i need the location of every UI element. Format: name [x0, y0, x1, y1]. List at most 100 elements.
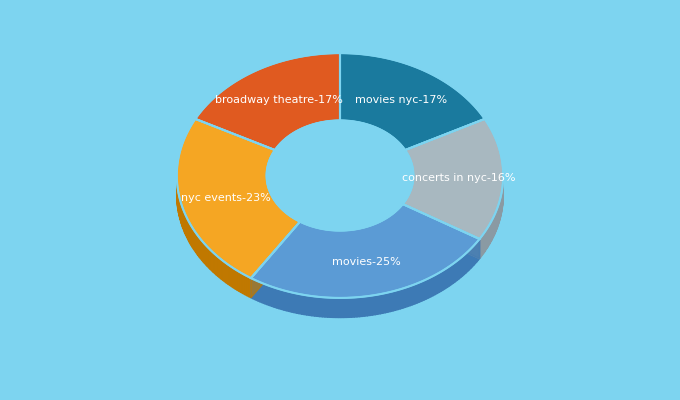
Polygon shape	[350, 230, 351, 250]
Polygon shape	[335, 230, 336, 250]
Polygon shape	[401, 288, 403, 309]
Polygon shape	[241, 273, 243, 294]
Polygon shape	[262, 283, 265, 304]
Polygon shape	[286, 213, 287, 234]
Polygon shape	[403, 204, 479, 258]
Polygon shape	[398, 208, 400, 228]
Polygon shape	[226, 263, 228, 284]
Polygon shape	[265, 284, 267, 304]
Polygon shape	[459, 258, 460, 279]
Polygon shape	[207, 247, 209, 268]
Polygon shape	[388, 292, 390, 312]
Polygon shape	[482, 234, 483, 255]
Polygon shape	[487, 228, 488, 248]
Polygon shape	[420, 282, 422, 302]
Polygon shape	[330, 298, 333, 317]
Polygon shape	[209, 248, 210, 269]
Polygon shape	[349, 298, 352, 317]
Polygon shape	[474, 244, 475, 265]
Polygon shape	[333, 298, 336, 318]
Polygon shape	[362, 228, 364, 248]
Polygon shape	[483, 232, 485, 253]
Polygon shape	[328, 230, 330, 250]
Polygon shape	[354, 297, 357, 317]
Polygon shape	[393, 291, 395, 311]
Polygon shape	[343, 298, 346, 318]
Polygon shape	[486, 229, 487, 250]
Polygon shape	[300, 222, 301, 242]
Polygon shape	[224, 262, 226, 283]
Polygon shape	[370, 296, 373, 316]
Polygon shape	[488, 226, 489, 246]
Polygon shape	[341, 298, 343, 318]
Polygon shape	[305, 224, 306, 244]
Polygon shape	[192, 228, 194, 249]
Polygon shape	[215, 254, 216, 275]
Polygon shape	[190, 225, 192, 246]
Polygon shape	[183, 209, 184, 230]
Polygon shape	[285, 212, 286, 232]
Polygon shape	[228, 264, 230, 286]
Polygon shape	[360, 228, 362, 248]
Polygon shape	[249, 277, 251, 298]
Polygon shape	[336, 230, 337, 250]
Polygon shape	[294, 219, 296, 239]
Polygon shape	[471, 247, 472, 268]
Polygon shape	[216, 255, 218, 276]
Polygon shape	[218, 257, 220, 278]
Polygon shape	[346, 230, 347, 250]
Polygon shape	[390, 291, 393, 312]
Polygon shape	[243, 274, 245, 294]
Polygon shape	[356, 229, 357, 249]
Text: movies-25%: movies-25%	[332, 257, 401, 267]
Polygon shape	[303, 223, 304, 243]
Polygon shape	[288, 214, 289, 235]
Polygon shape	[481, 236, 482, 256]
Polygon shape	[290, 216, 291, 236]
Polygon shape	[366, 227, 367, 247]
Polygon shape	[309, 296, 312, 316]
Polygon shape	[296, 294, 299, 314]
Polygon shape	[359, 228, 360, 248]
Polygon shape	[362, 296, 364, 316]
Polygon shape	[186, 216, 187, 238]
Polygon shape	[380, 221, 381, 242]
Polygon shape	[232, 267, 233, 288]
Polygon shape	[395, 290, 398, 310]
Polygon shape	[195, 53, 340, 150]
Polygon shape	[287, 214, 288, 234]
Polygon shape	[307, 225, 308, 245]
Polygon shape	[347, 230, 349, 250]
Polygon shape	[478, 239, 479, 260]
Polygon shape	[357, 229, 358, 249]
Polygon shape	[338, 230, 339, 250]
Polygon shape	[360, 297, 362, 317]
Polygon shape	[349, 230, 350, 250]
Polygon shape	[316, 228, 317, 248]
Polygon shape	[479, 238, 481, 258]
Polygon shape	[289, 215, 290, 235]
Polygon shape	[383, 220, 384, 240]
Polygon shape	[284, 290, 286, 311]
Polygon shape	[267, 120, 413, 230]
Polygon shape	[365, 227, 366, 247]
Polygon shape	[385, 219, 386, 239]
Polygon shape	[327, 230, 328, 250]
Polygon shape	[313, 227, 315, 247]
Polygon shape	[369, 226, 371, 246]
Polygon shape	[198, 236, 199, 257]
Polygon shape	[253, 279, 256, 300]
Polygon shape	[184, 213, 185, 234]
Polygon shape	[205, 244, 206, 265]
Polygon shape	[430, 276, 432, 297]
Polygon shape	[201, 239, 202, 260]
Polygon shape	[415, 284, 417, 304]
Polygon shape	[403, 119, 503, 239]
Polygon shape	[223, 261, 224, 282]
Polygon shape	[296, 220, 297, 240]
Polygon shape	[398, 289, 401, 310]
Polygon shape	[333, 230, 335, 250]
Polygon shape	[206, 245, 207, 266]
Polygon shape	[403, 288, 405, 308]
Polygon shape	[233, 268, 235, 289]
